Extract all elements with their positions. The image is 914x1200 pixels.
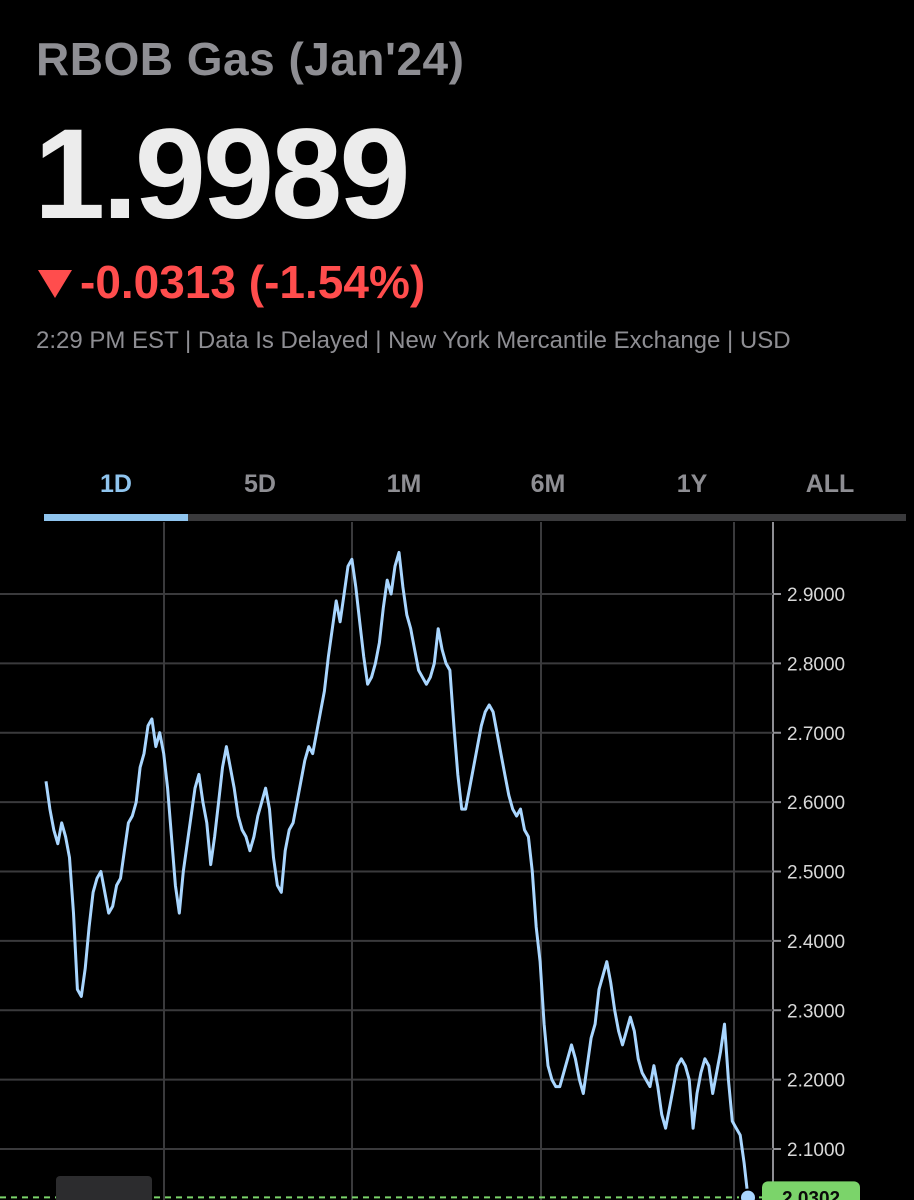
price-change-text: -0.0313 (-1.54%) <box>80 256 426 308</box>
tooltip-box <box>56 1176 152 1200</box>
active-tab-indicator <box>44 514 188 521</box>
tab-track <box>44 514 906 521</box>
tab-5d[interactable]: 5D <box>244 470 276 498</box>
y-tick-label: 2.7000 <box>787 724 845 745</box>
y-tick-label: 2.1000 <box>787 1140 845 1161</box>
y-tick-label: 2.5000 <box>787 863 845 884</box>
tab-1y[interactable]: 1Y <box>676 470 708 498</box>
price-chart[interactable]: 2.9000 2.8000 2.7000 2.6000 2.5000 2.4000 2.30… <box>0 522 914 1200</box>
price-change: -0.0313 (-1.54%) <box>38 255 425 309</box>
last-point-marker <box>739 1188 757 1200</box>
tab-all[interactable]: ALL <box>805 470 855 498</box>
down-arrow-icon <box>38 270 72 298</box>
last-price: 1.9989 <box>34 103 410 246</box>
last-price-badge-text: 2.0302 <box>782 1188 840 1200</box>
y-tick-label: 2.9000 <box>787 585 845 606</box>
tab-6m[interactable]: 6M <box>530 470 566 498</box>
instrument-title: RBOB Gas (Jan'24) <box>36 33 465 85</box>
last-price-badge <box>762 1181 860 1200</box>
y-tick-label: 2.6000 <box>787 793 845 814</box>
y-tick-label: 2.8000 <box>787 654 845 675</box>
y-tick-label: 2.4000 <box>787 932 845 953</box>
y-tick-label: 2.2000 <box>787 1071 845 1092</box>
y-tick-label: 2.3000 <box>787 1001 845 1022</box>
price-line <box>44 550 750 1198</box>
tab-1d[interactable]: 1D <box>100 470 132 498</box>
tab-1m[interactable]: 1M <box>386 470 422 498</box>
timeframe-tabs: 1D 5D 1M 6M 1Y ALL <box>44 470 906 522</box>
quote-meta: 2:29 PM EST | Data Is Delayed | New York… <box>36 327 791 354</box>
